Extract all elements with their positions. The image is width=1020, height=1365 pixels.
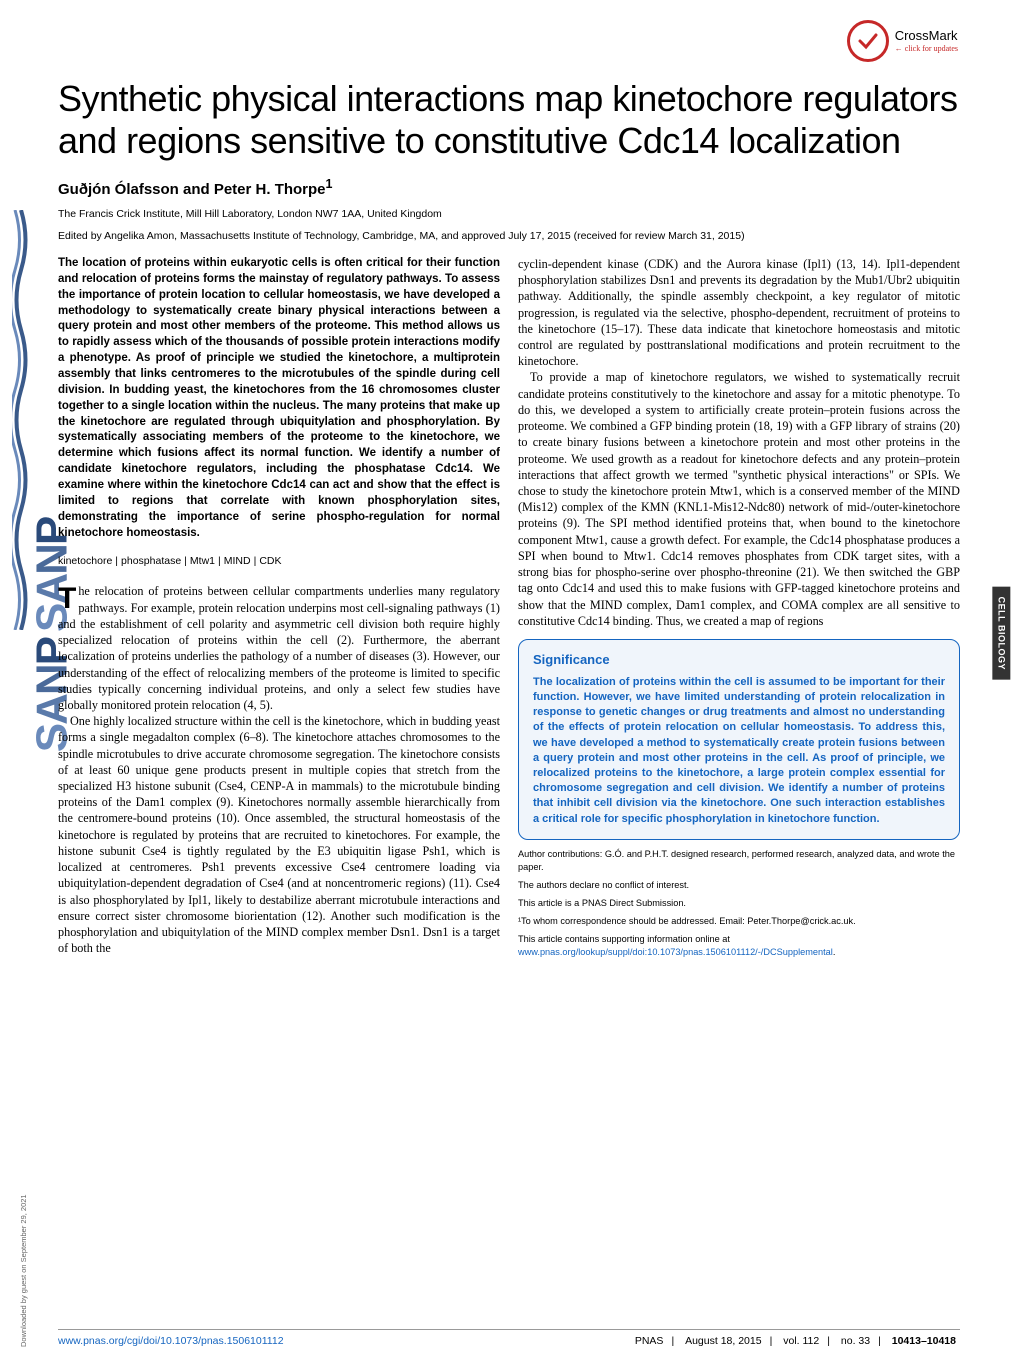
crossmark-sublabel: ← click for updates [895, 44, 958, 53]
submission-statement: This article is a PNAS Direct Submission… [518, 897, 960, 911]
footer-volume: vol. 112 [783, 1335, 819, 1347]
supplement-line: This article contains supporting informa… [518, 933, 960, 961]
authors-line: Guðjón Ólafsson and Peter H. Thorpe1 [58, 177, 960, 198]
right-column: cyclin-dependent kinase (CDK) and the Au… [518, 256, 960, 964]
body-para-3-text: cyclin-dependent kinase (CDK) and the Au… [518, 256, 960, 370]
body-paragraph-3: cyclin-dependent kinase (CDK) and the Au… [518, 256, 960, 370]
footer-citation: PNAS| August 18, 2015| vol. 112| no. 33|… [631, 1335, 960, 1347]
footer-issue: no. 33 [841, 1335, 870, 1347]
doi-link[interactable]: www.pnas.org/cgi/doi/10.1073/pnas.150610… [58, 1335, 284, 1347]
keyword: MIND [224, 555, 251, 567]
crossmark-badge[interactable]: CrossMark ← click for updates [847, 20, 958, 62]
section-label: CELL BIOLOGY [992, 587, 1010, 680]
editor-line: Edited by Angelika Amon, Massachusetts I… [58, 230, 960, 242]
article-title: Synthetic physical interactions map kine… [58, 78, 960, 163]
crossmark-icon [847, 20, 889, 62]
body-paragraph-1: The relocation of proteins between cellu… [58, 583, 500, 713]
author-superscript: 1 [326, 177, 333, 191]
article-metadata: Author contributions: G.Ó. and P.H.T. de… [518, 848, 960, 961]
significance-text: The localization of proteins within the … [533, 675, 945, 827]
keyword: kinetochore [58, 555, 112, 567]
abstract: The location of proteins within eukaryot… [58, 256, 500, 541]
author-names: Guðjón Ólafsson and Peter H. Thorpe [58, 181, 326, 198]
pnas-sidebar-logo: SANPSANP [0, 130, 42, 1130]
body-para-2-text: One highly localized structure within th… [58, 713, 500, 956]
footer-journal: PNAS [635, 1335, 664, 1347]
keyword: phosphatase [121, 555, 181, 567]
left-column: The location of proteins within eukaryot… [58, 256, 500, 964]
significance-box: Significance The localization of protein… [518, 639, 960, 840]
footer-date: August 18, 2015 [685, 1335, 761, 1347]
dropcap: T [58, 583, 78, 612]
keyword: CDK [259, 555, 281, 567]
supplement-link[interactable]: www.pnas.org/lookup/suppl/doi:10.1073/pn… [518, 947, 833, 957]
affiliation: The Francis Crick Institute, Mill Hill L… [58, 208, 960, 220]
body-para-4-text: To provide a map of kinetochore regulato… [518, 369, 960, 629]
body-para-1-text: he relocation of proteins between cellul… [58, 584, 500, 712]
footer-pages: 10413–10418 [892, 1335, 956, 1347]
body-paragraph-4: To provide a map of kinetochore regulato… [518, 369, 960, 629]
body-paragraph-2: One highly localized structure within th… [58, 713, 500, 956]
page-footer: www.pnas.org/cgi/doi/10.1073/pnas.150610… [58, 1329, 960, 1347]
author-contributions: Author contributions: G.Ó. and P.H.T. de… [518, 848, 960, 876]
conflict-statement: The authors declare no conflict of inter… [518, 879, 960, 893]
two-column-body: The location of proteins within eukaryot… [58, 256, 960, 964]
significance-title: Significance [533, 652, 945, 667]
correspondence: ¹To whom correspondence should be addres… [518, 915, 960, 929]
download-note: Downloaded by guest on September 29, 202… [19, 1194, 28, 1347]
keyword: Mtw1 [190, 555, 215, 567]
keywords-line: kinetochore|phosphatase|Mtw1|MIND|CDK [58, 555, 500, 567]
crossmark-label: CrossMark [895, 29, 958, 43]
